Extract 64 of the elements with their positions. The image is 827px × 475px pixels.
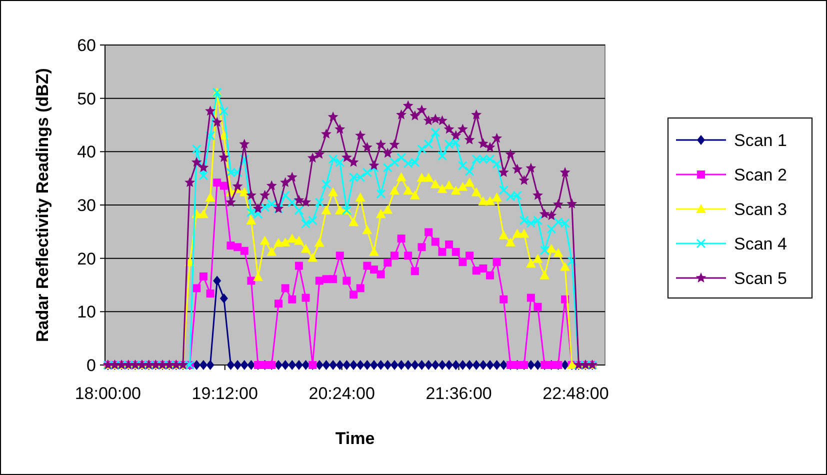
point [404,360,412,370]
point [438,360,446,370]
point [356,360,364,370]
point [458,360,467,370]
point [206,360,214,370]
point [302,360,310,370]
y-tick-label: 60 [77,36,96,55]
point [240,360,248,370]
y-axis-title: Radar Reflectivity Readings (dBZ) [33,68,52,342]
point [192,360,201,370]
point [213,276,222,286]
point [274,360,282,370]
point [370,360,378,370]
point [397,360,406,370]
point [486,360,494,370]
point [363,360,372,370]
point [226,360,235,370]
x-tick-label: 21:36:00 [426,384,492,403]
point [418,360,426,370]
point [220,293,228,304]
point [288,360,296,370]
y-tick-label: 20 [77,249,96,268]
y-tick-label: 10 [77,302,96,322]
point [329,360,338,370]
point [390,360,398,370]
legend-label: Scan 2 [734,165,787,184]
x-axis-title: Time [335,429,375,448]
y-tick-label: 0 [86,356,96,375]
y-tick-label: 40 [77,142,96,162]
point [472,360,480,370]
point [534,360,542,370]
point [445,360,454,370]
legend-label: Scan 5 [734,268,787,288]
point [234,360,242,370]
point [294,360,303,370]
x-tick-label: 19:12:00 [192,384,258,403]
point [410,360,419,370]
point [322,360,330,370]
point [479,360,488,370]
point [336,360,344,370]
point [500,360,508,370]
point [431,360,440,370]
point [376,360,385,370]
x-tick-label: 20:24:00 [308,384,375,403]
point [424,360,433,370]
point [281,360,290,370]
point [466,360,474,370]
y-tick-label: 50 [77,89,96,108]
legend-label: Scan 4 [734,234,787,254]
point [199,360,208,370]
x-tick-label: 22:48:00 [542,384,609,403]
legend-label: Scan 3 [734,200,787,219]
point [492,360,501,370]
point [315,360,324,370]
x-tick-label: 18:00:00 [74,384,142,403]
y-tick-label: 30 [77,196,96,215]
point [350,360,358,370]
point [526,360,535,370]
point [561,360,570,370]
point [452,360,460,370]
point [247,360,256,370]
point [342,360,351,370]
point [384,360,392,370]
legend-label: Scan 1 [734,130,787,150]
